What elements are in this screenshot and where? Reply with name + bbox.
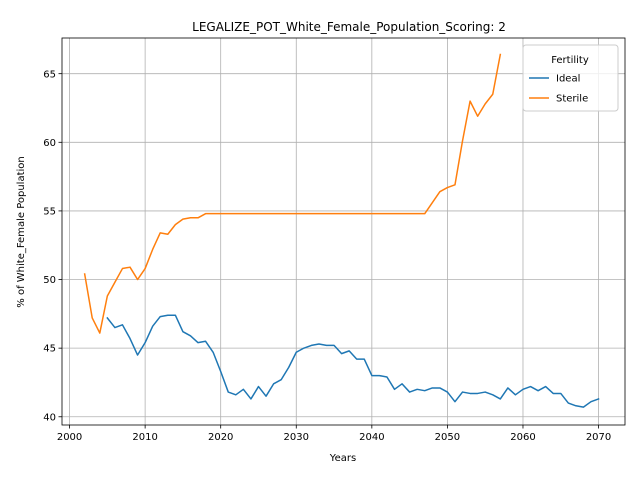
y-tick-label: 65 [43, 69, 56, 80]
legend-box [522, 44, 619, 112]
x-tick-label: 2030 [284, 432, 309, 443]
legend-label-sterile: Sterile [556, 94, 588, 105]
x-tick-label: 2020 [208, 432, 233, 443]
x-tick-label: 2040 [359, 432, 384, 443]
y-tick-label: 55 [43, 207, 56, 218]
legend: Fertility Ideal Sterile [522, 44, 619, 112]
x-tick-label: 2070 [586, 432, 611, 443]
ticks: 2000 2010 2020 2030 2040 2050 2060 2070 40 45 50 55… [43, 69, 611, 443]
x-tick-label: 2010 [132, 432, 157, 443]
y-tick-label: 60 [43, 138, 56, 149]
y-tick-label: 50 [43, 275, 56, 286]
x-tick-label: 2050 [435, 432, 460, 443]
legend-title: Fertility [551, 55, 589, 66]
y-tick-label: 40 [43, 412, 56, 423]
series-line-sterile [83, 53, 502, 334]
series-line-ideal [106, 314, 600, 408]
series-layer [83, 53, 600, 408]
legend-label-ideal: Ideal [556, 74, 580, 85]
y-tick-label: 45 [43, 344, 56, 355]
y-axis-label: % of White_Female Population [16, 156, 27, 307]
plot-frame [61, 37, 626, 426]
legend-entries: Ideal Sterile [529, 74, 588, 105]
chart-title: LEGALIZE_POT_White_Female_Population_Sco… [192, 20, 506, 34]
x-axis-label: Years [329, 453, 356, 464]
x-tick-label: 2060 [510, 432, 535, 443]
x-tick-label: 2000 [57, 432, 82, 443]
